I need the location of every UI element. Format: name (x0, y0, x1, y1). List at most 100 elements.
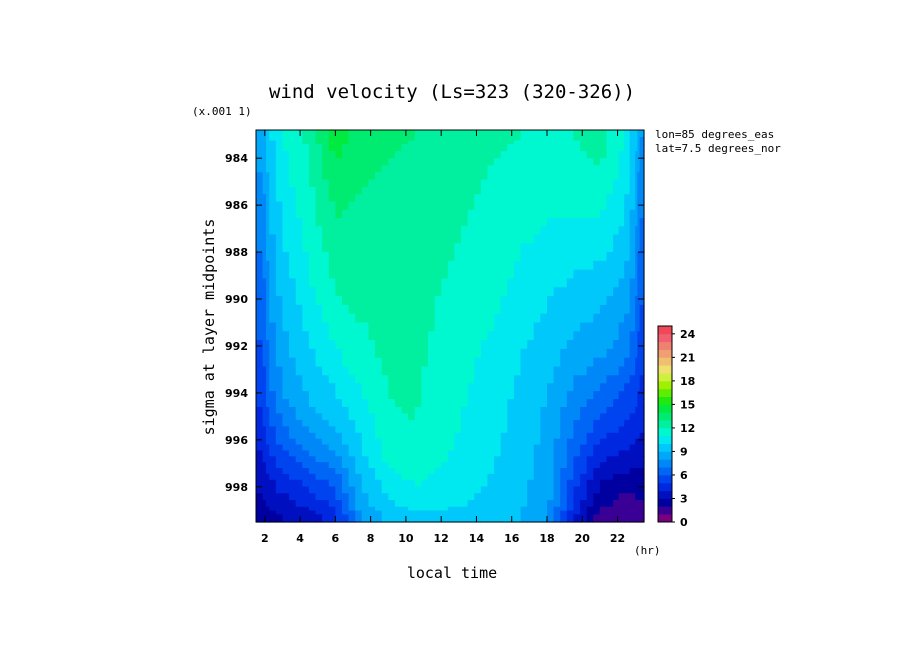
heatmap-cell (295, 479, 323, 508)
heatmap-cell (533, 304, 561, 341)
heatmap-cell (269, 479, 297, 508)
heatmap-cell (427, 304, 456, 341)
heatmap-cell (613, 269, 636, 306)
annotation-lon: lon=85 degrees_eas (655, 128, 774, 141)
heatmap-cell (533, 340, 561, 376)
heatmap-cell (322, 375, 350, 408)
heatmap-cell (586, 375, 614, 408)
heatmap-cell (586, 479, 614, 508)
heatmap-cell (295, 432, 323, 457)
colorbar-tick-label: 18 (680, 375, 695, 388)
heatmap-cell (295, 506, 323, 523)
heatmap-cell (256, 340, 270, 376)
x-tick-label: 2 (261, 532, 269, 545)
colorbar-tick-label: 6 (680, 469, 688, 482)
heatmap-cell (635, 375, 645, 408)
x-tick-label: 22 (610, 532, 625, 545)
heatmap-cell (613, 406, 636, 434)
heatmap-cell (480, 375, 508, 408)
heatmap-cell (256, 432, 270, 457)
heatmap-cell (427, 144, 456, 173)
colorbar-frame (657, 325, 673, 523)
annotation-lat: lat=7.5 degrees_nor (655, 142, 781, 155)
heatmap-cell (454, 234, 482, 271)
heatmap-cell (427, 456, 456, 481)
plot-frame (255, 129, 645, 523)
heatmap-cell (560, 130, 588, 145)
heatmap-cell (613, 130, 636, 145)
heatmap-cell (635, 406, 645, 434)
heatmap-cell (586, 201, 614, 236)
heatmap-cell (533, 406, 561, 434)
colorbar-swatch (658, 435, 672, 444)
colorbar-swatch (658, 443, 672, 452)
heatmap-cell (586, 130, 614, 145)
colorbar (657, 325, 673, 523)
colorbar-tick-label: 3 (680, 492, 688, 505)
x-tick-label: 14 (469, 532, 485, 545)
heatmap-cell (635, 304, 645, 341)
heatmap-cell (454, 130, 482, 145)
colorbar-tick-label: 24 (680, 328, 696, 341)
x-tick-label: 16 (504, 532, 520, 545)
heatmap-cell (295, 172, 323, 203)
heatmap-cell (375, 432, 403, 457)
heatmap-cell (613, 375, 636, 408)
heatmap-cell (401, 432, 429, 457)
chart-title: wind velocity (Ls=323 (320-326)) (269, 81, 635, 103)
heatmap-cell (256, 130, 270, 145)
heatmap-cell (586, 506, 614, 523)
heatmap-cell (401, 130, 429, 145)
heatmap-cell (375, 234, 403, 271)
heatmap-cell (480, 340, 508, 376)
heatmap-cell (295, 406, 323, 434)
heatmap-cell (533, 479, 561, 508)
heatmap-cell (533, 432, 561, 457)
heatmap-cell (269, 456, 297, 481)
colorbar-swatch (658, 396, 672, 405)
heatmap-cell (586, 340, 614, 376)
heatmap-cell (427, 432, 456, 457)
heatmap-cell (348, 479, 376, 508)
heatmap-cell (613, 144, 636, 173)
heatmap-cell (295, 375, 323, 408)
heatmap-cell (269, 375, 297, 408)
heatmap-cell (635, 201, 645, 236)
heatmap-cell (322, 201, 350, 236)
heatmap-cell (635, 506, 645, 523)
heatmap-cell (635, 234, 645, 271)
heatmap-cell (560, 432, 588, 457)
heatmap-cell (375, 340, 403, 376)
heatmap-cell (613, 506, 636, 523)
colorbar-swatch (658, 365, 672, 374)
heatmap-cell (507, 456, 535, 481)
heatmap-cell (348, 201, 376, 236)
heatmap-cell (375, 172, 403, 203)
heatmap-cell (560, 269, 588, 306)
colorbar-tick-label: 0 (680, 516, 688, 529)
heatmap-cell (401, 506, 429, 523)
heatmap-cell (322, 269, 350, 306)
heatmap-cell (586, 172, 614, 203)
heatmap-cell (322, 340, 350, 376)
heatmap-cell (269, 406, 297, 434)
heatmap-cell (375, 144, 403, 173)
heatmap-cell (480, 234, 508, 271)
heatmap-cell (454, 406, 482, 434)
heatmap-cell (560, 340, 588, 376)
heatmap-cell (375, 456, 403, 481)
heatmap-cell (613, 234, 636, 271)
heatmap-cell (269, 234, 297, 271)
heatmap-cell (560, 172, 588, 203)
heatmap-cell (401, 406, 429, 434)
heatmap-cell (256, 375, 270, 408)
heatmap-cell (256, 304, 270, 341)
heatmap-cell (375, 406, 403, 434)
heatmap-cell (507, 340, 535, 376)
heatmap-cell (613, 456, 636, 481)
heatmap-cell (348, 406, 376, 434)
heatmap-cell (401, 172, 429, 203)
heatmap-cell (586, 406, 614, 434)
heatmap-cell (348, 340, 376, 376)
heatmap-cell (375, 506, 403, 523)
